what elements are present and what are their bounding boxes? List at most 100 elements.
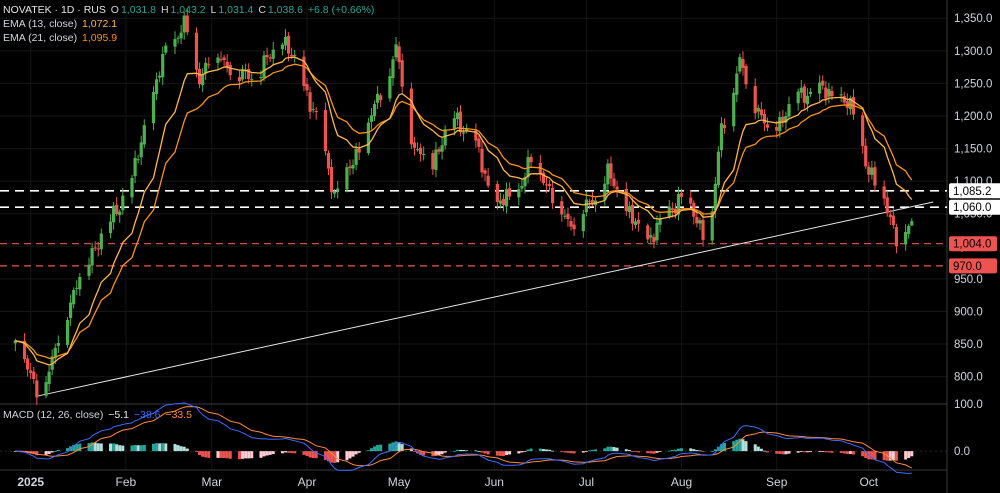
price-tick-label: 950.0 [954,274,983,286]
macd-histogram-bar [658,451,662,452]
macd-legend[interactable]: MACD (12, 26, close) −5.1 −38.6 −33.5 [3,409,194,422]
trendline[interactable] [36,201,934,397]
macd-tick-label: 0.0 [954,446,970,458]
macd-axis[interactable]: 0.0 100.0 [954,399,983,458]
ohlc-change: +6.8 (+0.66%) [307,4,375,16]
macd-histogram-bar [584,451,588,452]
macd-histogram-bar [326,451,330,462]
candle-body [569,221,573,227]
macd-histogram-bar [139,445,143,452]
macd-histogram-bar [824,451,828,453]
candle-body [624,188,628,212]
candle-body [830,90,834,97]
candle-body [517,189,521,198]
macd-histogram-bar [766,451,769,453]
price-tick-label: 1,150.0 [954,144,992,156]
macd-histogram-bar [756,446,760,452]
macd-histogram-bar [701,451,705,452]
macd-histogram-bar [376,445,380,452]
ohlc-high-label: H [160,4,169,16]
macd-histogram-bar [563,451,567,453]
candle-body [302,56,306,86]
trendline-line[interactable] [36,201,934,397]
candle-body [480,148,484,173]
candle-body [910,221,914,226]
candle-body [775,126,779,131]
candle-body [247,68,251,79]
price-tick-label: 1,250.0 [954,78,992,90]
symbol-name[interactable]: NOVATEK · 1D · RUS [3,4,106,16]
candle-body [35,380,39,398]
candle-body [65,319,70,345]
candle-body [182,15,186,33]
macd-histogram-bar [158,443,162,452]
macd-histogram-bar [354,451,358,455]
ohlc-low: 1,031.4 [218,4,254,16]
candle-body [649,235,653,238]
candle-body [53,347,57,359]
macd-histogram-bar [305,451,309,456]
candle-body [689,197,693,204]
macd-histogram-bar [870,451,874,460]
macd-histogram-bar [259,451,263,458]
candle-body [237,77,242,82]
candle-body [176,37,180,39]
candle-body [164,45,168,53]
candle-body [808,91,813,95]
ema21-legend[interactable]: EMA (21, close) 1,095.9 [3,32,119,45]
candle-body [72,289,76,305]
macd-histogram-bar [759,448,763,452]
horizontal-levels[interactable] [0,189,947,267]
macd-histogram-bar [121,445,125,452]
candle-body [465,128,469,131]
candle-body [495,183,499,202]
candle-body [151,92,156,124]
candle-body [397,46,401,63]
ohlc-open: 1,031.8 [120,4,157,16]
price-axis[interactable]: 800.0850.0900.0950.01,000.01,050.01,100.… [954,13,992,383]
candle-body [584,199,588,213]
candle-body [87,264,91,276]
macd-histogram-bar [333,451,337,463]
candle-body [753,86,757,114]
ema13-value: 1,072.1 [82,18,118,30]
candle-body [765,124,770,128]
candle-body [90,248,94,266]
macd-histogram-bar [888,451,892,461]
candle-body [716,151,720,186]
candle-body [882,186,886,199]
macd-histogram-bar [569,451,573,454]
macd-histogram-bar [443,451,447,453]
macd-histogram-bar [198,451,202,456]
time-axis[interactable]: 2025 Feb Mar Apr May Jun Jul Aug Sep Oct [17,475,878,489]
macd-histogram-bar [667,450,671,452]
candle-body [529,156,533,163]
level-tag-label: 970.0 [953,261,982,273]
time-tick-label: Apr [298,475,317,489]
candle-body [348,166,352,169]
candle-body [44,382,48,396]
macd-histogram-bar [839,451,843,453]
candle-body [907,225,911,234]
macd-histogram-bar [228,451,232,459]
time-tick-label: Sep [766,475,788,489]
ema13-legend[interactable]: EMA (13, close) 1,072.1 [3,18,119,31]
candle-body [323,109,328,152]
macd-histogram-bar [652,451,656,454]
macd-histogram-bar [612,447,616,452]
macd-histogram-bar [219,451,223,458]
candle-body [158,75,162,78]
candle-body [839,94,843,96]
macd-histogram-bar [775,451,779,454]
macd-histogram-bar [796,451,800,453]
macd-histogram-bar [462,450,466,452]
macd-histogram-bar [241,451,245,459]
candle-body [142,125,146,145]
macd-signal-line [15,406,912,469]
candle-body [778,117,782,132]
candle-body [501,198,506,206]
macd-pane [0,402,947,475]
macd-histogram-bar [244,451,248,459]
macd-histogram-bar [44,451,48,455]
